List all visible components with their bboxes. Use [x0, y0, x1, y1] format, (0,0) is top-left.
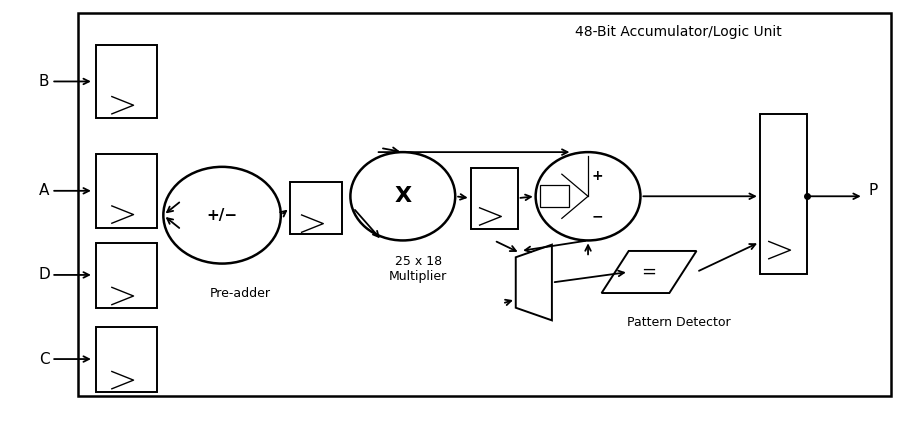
Bar [759, 114, 806, 274]
Text: A: A [39, 183, 49, 198]
Bar [290, 181, 342, 234]
Bar [96, 327, 157, 392]
Text: Pre-adder: Pre-adder [210, 287, 271, 300]
Text: X: X [395, 186, 412, 206]
Bar [540, 185, 569, 207]
Bar [96, 243, 157, 308]
Text: +/−: +/− [206, 208, 238, 223]
Text: =: = [642, 263, 656, 281]
Text: −: − [591, 209, 603, 223]
Text: D: D [38, 268, 50, 282]
Polygon shape [516, 245, 552, 320]
Text: 48-Bit Accumulator/Logic Unit: 48-Bit Accumulator/Logic Unit [575, 25, 782, 39]
Ellipse shape [163, 167, 281, 264]
Bar [96, 154, 157, 228]
Text: Pattern Detector: Pattern Detector [626, 316, 730, 329]
Text: 25 x 18: 25 x 18 [395, 255, 442, 268]
Polygon shape [602, 251, 697, 293]
Bar [471, 168, 518, 229]
Bar [96, 45, 157, 119]
Ellipse shape [536, 152, 641, 241]
Text: Multiplier: Multiplier [389, 270, 447, 283]
Text: P: P [868, 183, 877, 198]
Ellipse shape [350, 152, 455, 241]
Text: C: C [39, 352, 50, 367]
Text: B: B [39, 74, 49, 89]
Text: +: + [591, 169, 603, 184]
